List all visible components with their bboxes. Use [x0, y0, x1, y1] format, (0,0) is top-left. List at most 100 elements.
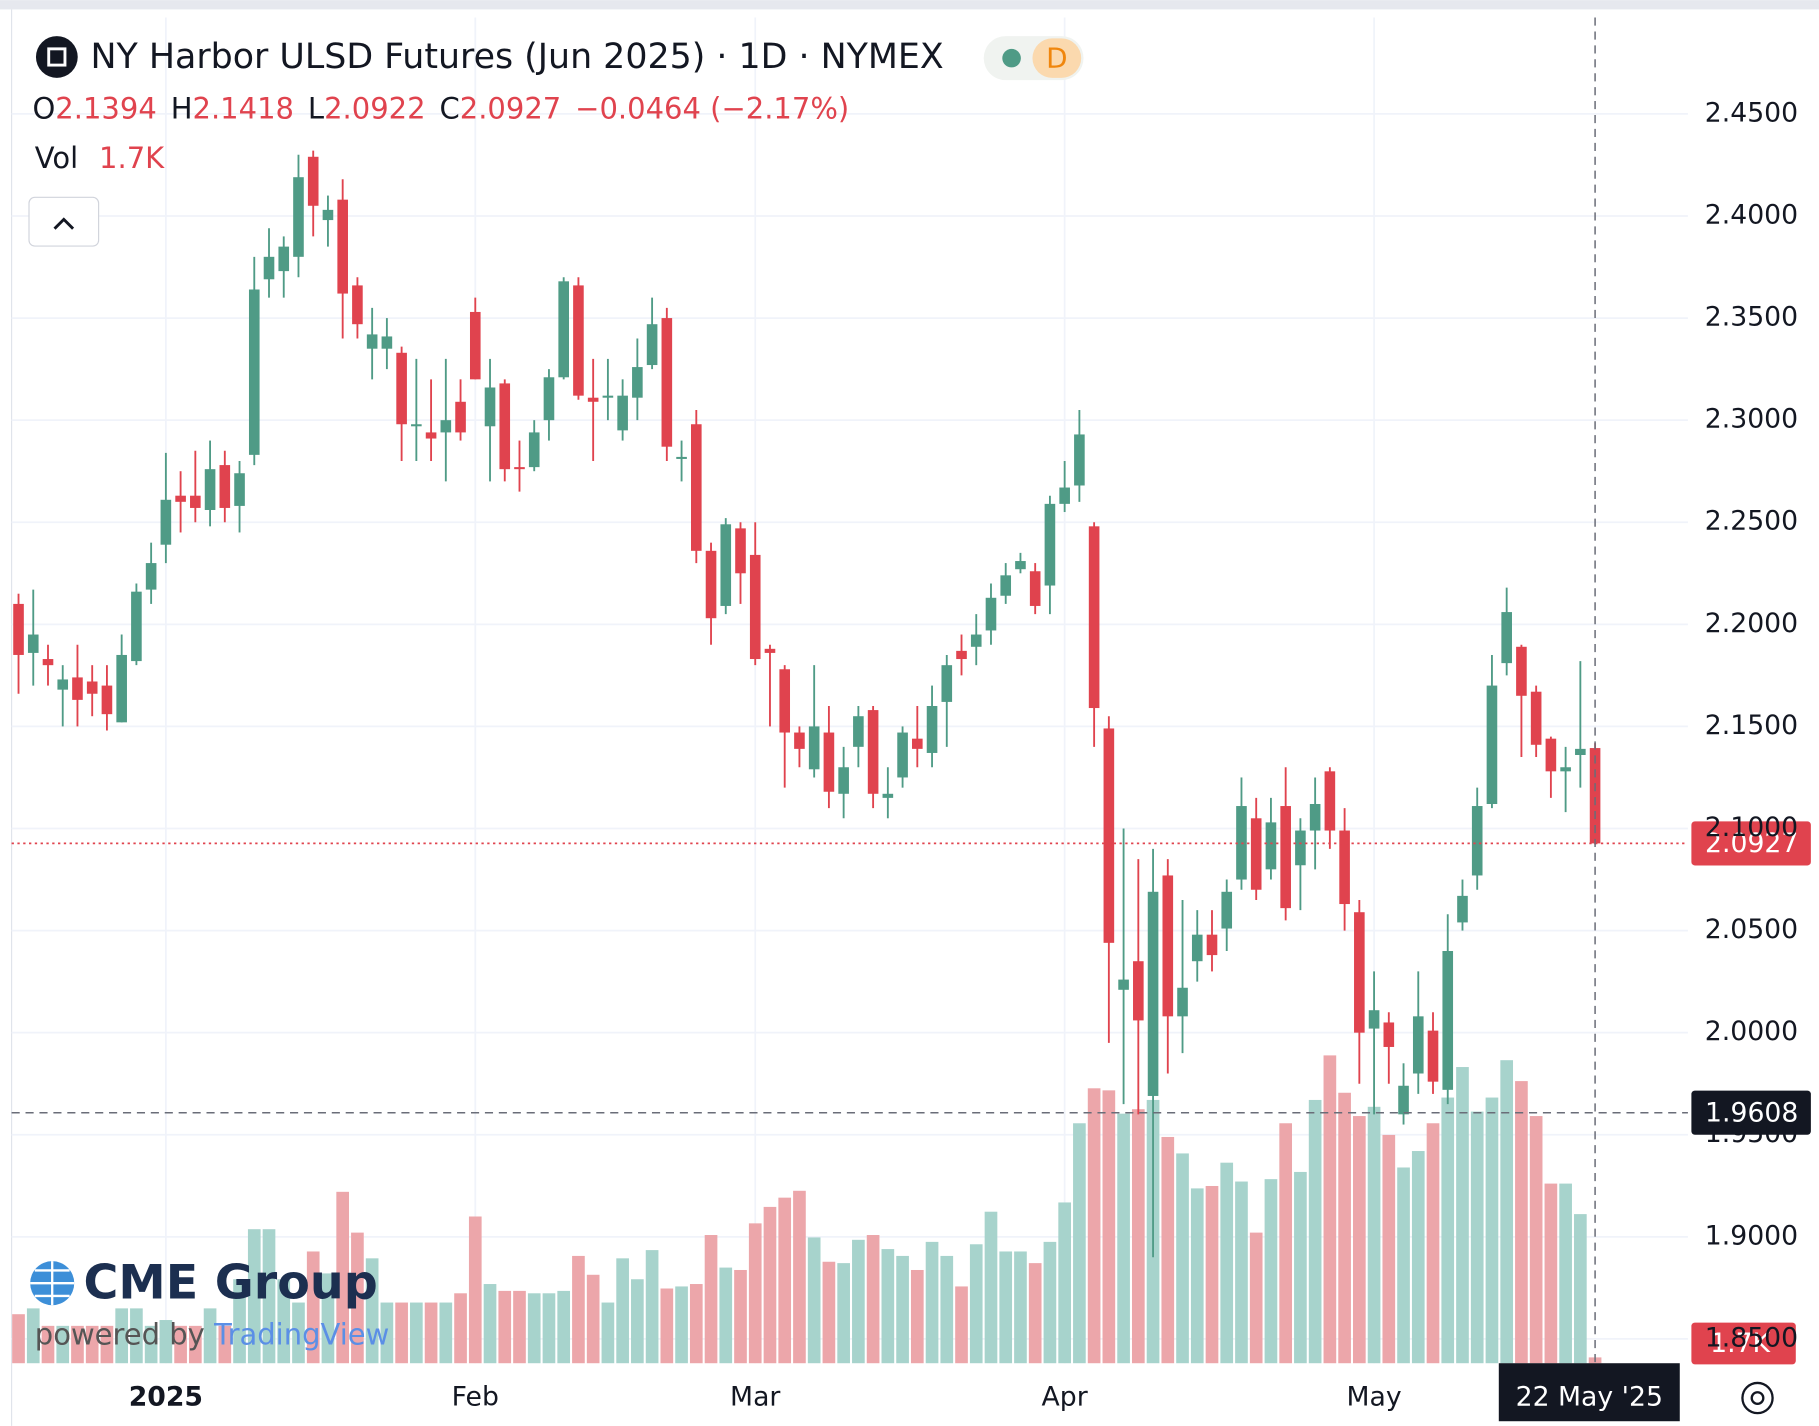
legend-letter: H	[171, 91, 193, 125]
candle-body	[1560, 767, 1571, 772]
candle-body	[853, 716, 864, 747]
candle-body	[1383, 1022, 1395, 1047]
candle-body	[705, 550, 717, 619]
volume-bar	[807, 1237, 821, 1364]
volume-bar	[896, 1255, 909, 1364]
candle-body	[1265, 822, 1277, 870]
candle-body	[823, 732, 835, 792]
volume-bar	[410, 1302, 423, 1364]
x-tick-label: Mar	[730, 1382, 780, 1413]
volume-bar	[336, 1191, 350, 1364]
volume-bar	[1441, 1097, 1455, 1364]
volume-bar	[159, 1320, 173, 1364]
volume-bar	[1574, 1214, 1587, 1364]
candle-body	[1457, 895, 1468, 923]
volume-bar	[454, 1293, 467, 1364]
legend-letter: L	[308, 91, 324, 125]
volume-axis-label: 1.7K	[1710, 1328, 1771, 1359]
candle-body	[411, 424, 422, 427]
candle-body	[234, 473, 245, 506]
candle-body	[455, 401, 466, 433]
candle-body	[543, 377, 555, 421]
candle-body	[1074, 434, 1085, 486]
volume-bar	[572, 1255, 585, 1364]
symbol-icon	[35, 36, 78, 78]
volume-bar	[321, 1273, 335, 1364]
candle-body	[926, 705, 938, 753]
volume-bar	[1382, 1134, 1396, 1364]
candle-body	[1059, 487, 1070, 504]
candle-body	[587, 397, 599, 402]
volume-bar	[542, 1293, 556, 1364]
ohlc-legend: O2.1394 H2.1418 L2.0922 C2.0927 −0.0464 (−2.…	[32, 91, 849, 125]
volume-bar	[306, 1251, 320, 1364]
candle-body	[1147, 891, 1159, 1096]
candle-body	[190, 495, 201, 508]
candle-body	[1103, 728, 1115, 943]
candle-body	[985, 597, 997, 631]
x-tick-label: Feb	[452, 1382, 499, 1413]
candle-body	[749, 554, 761, 660]
volume-bar	[498, 1290, 512, 1364]
candle-body	[57, 679, 69, 690]
candle-body	[160, 499, 172, 545]
candle-body	[425, 432, 437, 439]
volume-bar	[1308, 1099, 1322, 1364]
candle-body	[1575, 748, 1586, 755]
volume-pane	[12, 1055, 1602, 1364]
candle-body	[307, 156, 319, 206]
y-tick-label: 1.8500	[1705, 1322, 1798, 1353]
volume-bar	[925, 1241, 939, 1364]
candle-body	[42, 659, 54, 666]
top-bar	[0, 0, 1819, 10]
candle-body	[27, 634, 39, 653]
last-price-box	[1691, 821, 1811, 866]
candle-body	[263, 256, 275, 280]
candle-body	[1221, 891, 1233, 929]
volume-bar	[1073, 1123, 1086, 1364]
legend-value: 2.1418	[193, 91, 294, 125]
legend-value: 2.0922	[324, 91, 425, 125]
candle-body	[366, 334, 378, 349]
candle-body	[1162, 875, 1174, 1017]
candle-body	[219, 465, 231, 508]
volume-bar	[586, 1274, 600, 1364]
volume-bar	[1205, 1185, 1219, 1364]
volume-bar	[71, 1325, 84, 1364]
candle-body	[1427, 1030, 1439, 1082]
volume-bar	[1043, 1241, 1057, 1364]
settings-icon[interactable]	[1741, 1381, 1774, 1415]
candle-body	[396, 352, 407, 425]
volume-bar	[645, 1250, 659, 1364]
legend-letter: C	[440, 91, 460, 125]
volume-bar	[704, 1235, 718, 1364]
candle-body	[558, 281, 569, 378]
candle-body	[1000, 575, 1012, 596]
volume-bar	[1087, 1088, 1101, 1364]
volume-bar	[999, 1251, 1013, 1364]
candle-body	[646, 324, 658, 366]
volume-bar	[955, 1286, 968, 1364]
volume-bar	[837, 1263, 850, 1364]
volume-bar	[852, 1239, 865, 1364]
candle-body	[867, 710, 879, 794]
crosshair-date-label: 22 May '25	[1516, 1382, 1663, 1413]
x-tick-label: Apr	[1042, 1382, 1088, 1413]
candle-body	[1412, 1016, 1424, 1074]
candle-body	[1191, 934, 1203, 962]
candle-body	[1471, 806, 1483, 876]
candle-body	[1398, 1085, 1409, 1115]
badge-label: D	[1046, 41, 1067, 74]
legend-change: −0.0464 (−2.17%)	[575, 91, 849, 125]
candle-body	[941, 665, 953, 702]
volume-bar	[1397, 1167, 1410, 1364]
volume-bar	[424, 1302, 438, 1364]
candle-body	[1250, 818, 1262, 890]
candle-body	[1516, 646, 1527, 696]
y-tick-label: 2.4000	[1705, 199, 1798, 230]
volume-bar	[56, 1325, 70, 1364]
volume-bar	[1426, 1123, 1440, 1364]
candle-body	[1015, 561, 1026, 570]
collapse-button[interactable]	[28, 196, 100, 247]
volume-bar	[85, 1325, 99, 1364]
